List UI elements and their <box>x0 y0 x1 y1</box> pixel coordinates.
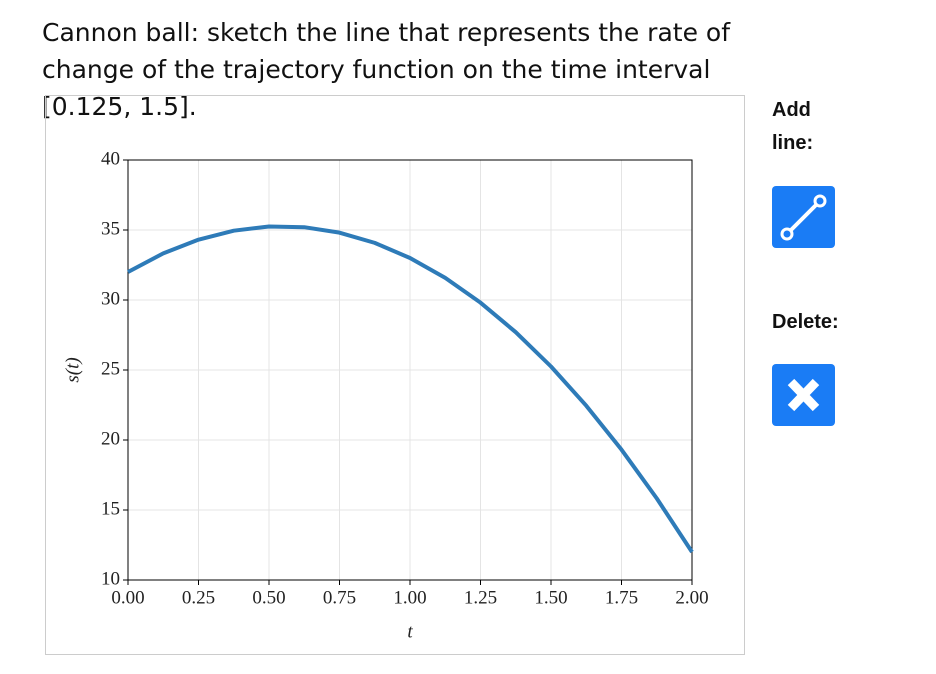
question: Cannon ball: sketch the line that repres… <box>42 18 731 121</box>
x-tick-label: 0.50 <box>252 587 285 608</box>
y-axis-label: s(t) <box>62 357 83 382</box>
x-axis-label: t <box>407 621 413 642</box>
y-tick-label: 15 <box>101 498 120 519</box>
chart: 10 15 20 25 30 35 40 0.00 0.25 0.50 0.75 1.00 1.25 1.… <box>62 148 708 642</box>
y-tick-label: 20 <box>101 428 120 449</box>
y-tick-label: 25 <box>101 358 120 379</box>
line-icon <box>780 194 827 241</box>
x-tick-label: 1.75 <box>605 587 638 608</box>
y-tick-label: 40 <box>101 148 120 169</box>
plot-frame: 10 15 20 25 30 35 40 0.00 0.25 0.50 0.75 1.00 1.25 1.… <box>45 95 745 655</box>
x-tick-label: 1.00 <box>393 587 426 608</box>
add-label: Add line: <box>772 99 814 154</box>
y-tick-label: 30 <box>101 288 120 309</box>
axes-frame <box>127 159 693 581</box>
x-tick-label: 0.75 <box>323 587 356 608</box>
delete-label: Delete: <box>772 311 839 333</box>
x-tick-label: 1.25 <box>464 587 497 608</box>
trajectory-line <box>127 224 694 554</box>
x-tick-label: 0.00 <box>111 587 144 608</box>
x-tick-label: 1.50 <box>534 587 567 608</box>
add-line-button[interactable] <box>772 186 835 248</box>
delete-button[interactable] <box>772 364 835 426</box>
y-tick-label: 35 <box>101 218 120 239</box>
x-tick-label: 2.00 <box>675 587 708 608</box>
x-icon <box>787 378 820 412</box>
x-tick-label: 0.25 <box>182 587 215 608</box>
y-tick-label: 10 <box>101 568 120 589</box>
